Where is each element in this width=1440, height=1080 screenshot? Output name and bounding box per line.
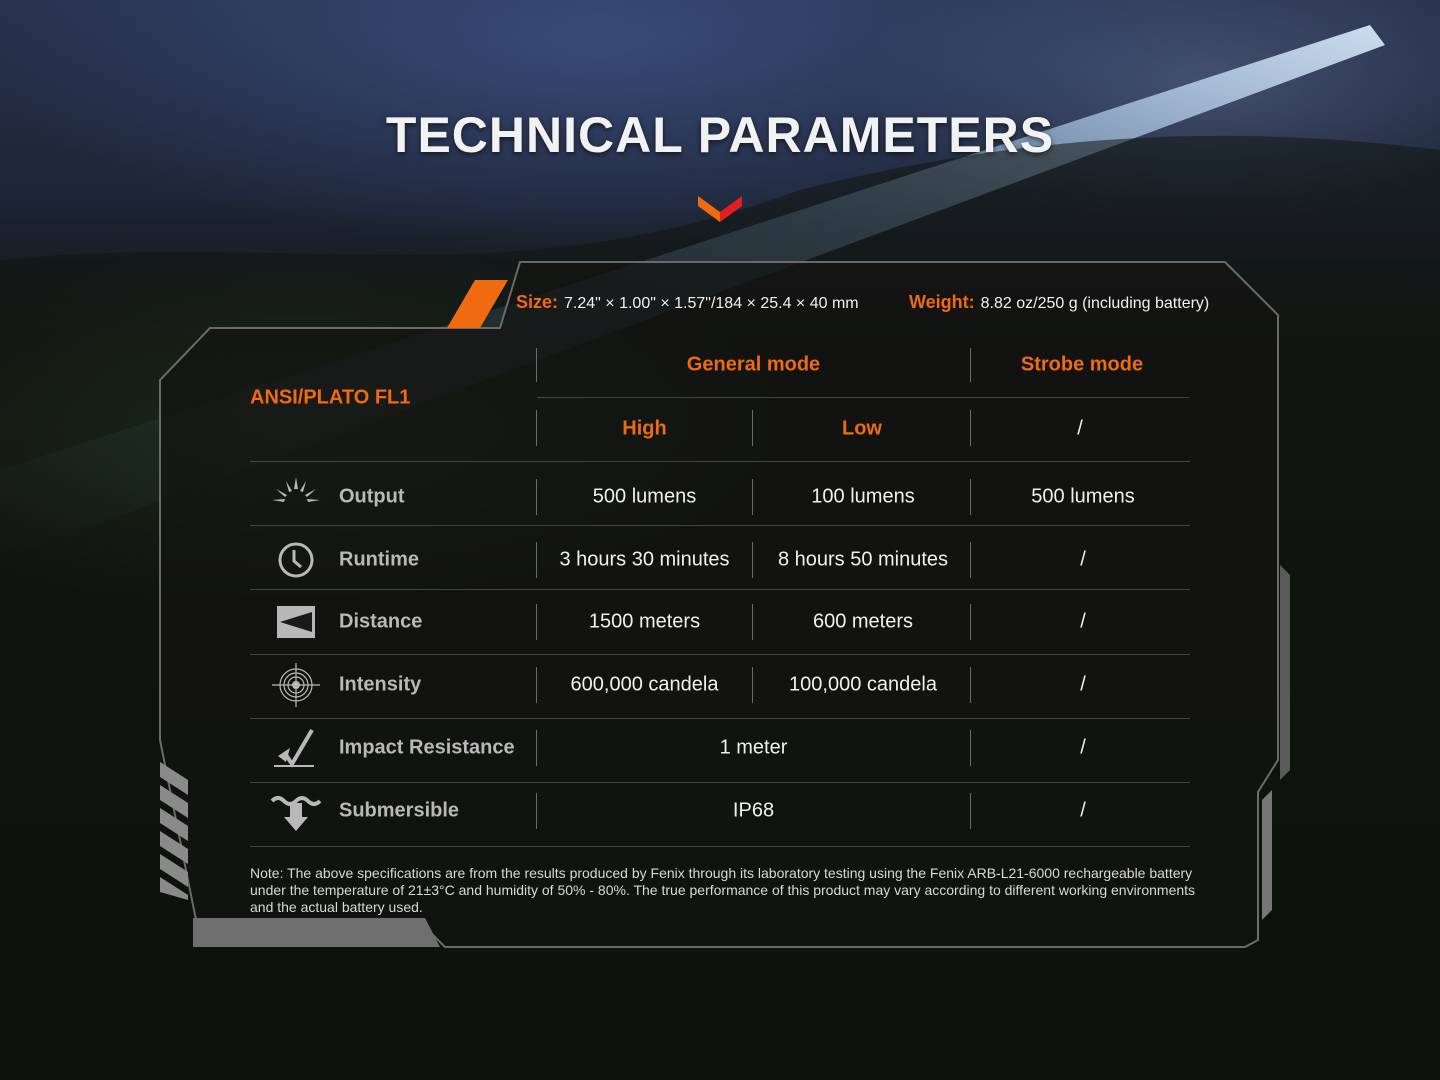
output-icon [272,477,320,502]
low-value: 600 meters [812,610,914,633]
high-value: 500 lumens [592,485,697,508]
high-value: 600,000 candela [570,673,719,696]
row-label: Runtime [339,548,419,571]
divider [970,604,971,640]
strobe-value: / [1080,548,1086,571]
row-divider [250,654,1190,655]
high-header: High [622,417,667,440]
divider [536,730,537,766]
divider [970,479,971,515]
divider [970,793,971,829]
divider [536,667,537,703]
target-icon [272,663,320,707]
clock-icon [278,542,314,578]
divider [536,410,537,446]
low-value: 8 hours 50 minutes [777,548,949,571]
divider [752,410,753,446]
general-value: IP68 [732,799,775,822]
row-label: Submersible [339,799,460,822]
divider [970,730,971,766]
low-value: 100,000 candela [789,673,937,696]
divider [536,479,537,515]
strobe-value: / [1080,799,1086,822]
row-divider [250,525,1190,526]
standard-label: ANSI/PLATO FL1 [250,386,411,409]
divider [536,793,537,829]
strobe-value: / [1080,673,1086,696]
footnote: Note: The above specifications are from … [250,865,1196,915]
row-label: Intensity [339,673,422,696]
strobe-subheader: / [1077,417,1083,440]
divider [536,348,537,382]
submersible-icon [270,796,322,831]
general-value: 1 meter [719,736,788,759]
strobe-value: / [1080,610,1086,633]
page-title: TECHNICAL PARAMETERS [385,107,1055,163]
divider [970,410,971,446]
divider [752,542,753,578]
divider [752,667,753,703]
chevron-down-icon [698,196,742,222]
distance-icon [277,606,315,638]
weight-spec: Weight: 8.82 oz/250 g (including battery) [909,292,1210,312]
row-label: Distance [339,610,423,633]
divider [970,542,971,578]
impact-icon [274,728,314,768]
row-divider [250,782,1190,783]
strobe-value: / [1080,736,1086,759]
low-header: Low [842,417,882,440]
divider [752,604,753,640]
size-spec: Size: 7.24" × 1.00" × 1.57"/184 × 25.4 × … [516,292,859,312]
divider [537,397,1189,398]
low-value: 100 lumens [811,485,915,508]
divider [536,542,537,578]
strobe-mode-header: Strobe mode [1020,353,1144,376]
high-value: 3 hours 30 minutes [559,548,730,571]
divider [970,348,971,382]
divider [536,604,537,640]
divider [752,479,753,515]
row-label: Impact Resistance [339,736,515,759]
strobe-value: 500 lumens [1031,485,1135,508]
row-divider [250,589,1190,590]
row-divider [250,846,1190,847]
high-value: 1500 meters [588,610,701,633]
row-divider [250,718,1190,719]
row-label: Output [339,485,405,508]
divider [970,667,971,703]
general-mode-header: General mode [686,353,821,376]
row-divider [250,461,1190,462]
